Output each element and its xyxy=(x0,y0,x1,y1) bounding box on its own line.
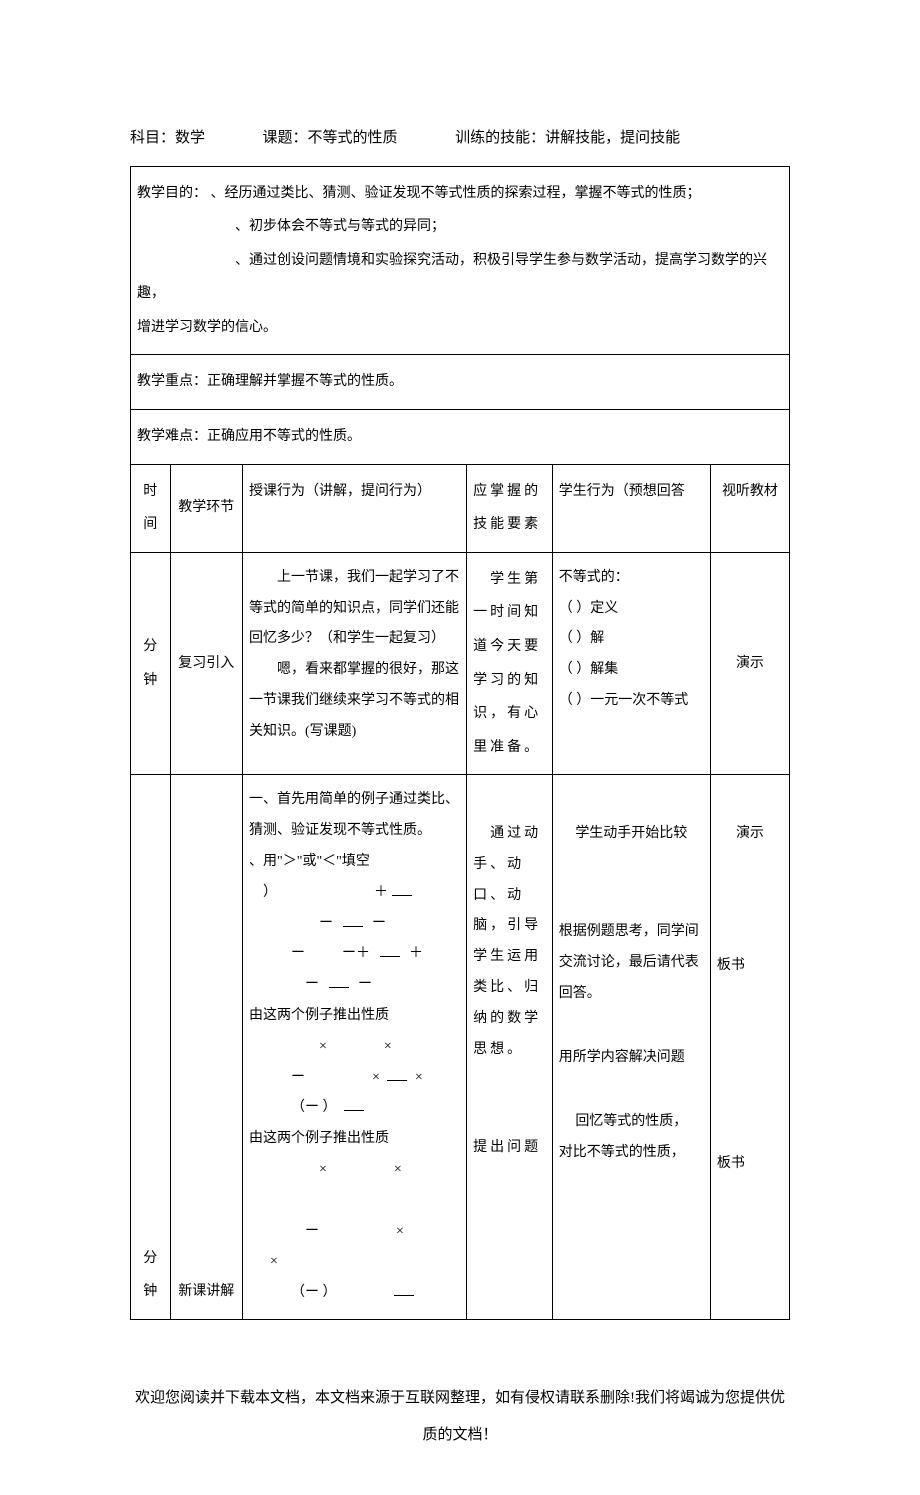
r2-tc: ） xyxy=(263,885,277,900)
objectives-line1: 、经历通过类比、猜测、验证发现不等式性质的探索过程，掌握不等式的性质； xyxy=(211,186,701,201)
r2-sta: 学生动手开始比较 xyxy=(559,819,704,850)
r2-tj: （ー ） xyxy=(291,1100,337,1115)
r2-mdb: 板书 xyxy=(717,951,783,982)
table-header-row: 时间 教学环节 授课行为（讲解，提问行为） 应掌握的技能要素 学生行为（预想回答… xyxy=(131,464,790,552)
objectives-line4: 增进学习数学的信心。 xyxy=(137,320,277,335)
r2-mdc: 板书 xyxy=(717,1149,783,1180)
objectives-line3: 、通过创设问题情境和实验探究活动，积极引导学生参与数学活动，提高学习数学的兴趣， xyxy=(137,253,767,302)
difficulty-label: 教学难点： xyxy=(137,429,207,444)
skill-label: 训练的技能： xyxy=(455,130,545,146)
review-row: 分 钟 复习引入 上一节课，我们一起学习了不等式的简单的知识点，同学们还能回忆多… xyxy=(131,552,790,775)
r2-stc: 用所学内容解决问题 xyxy=(559,1043,704,1074)
r2-tm2: × xyxy=(396,1224,404,1239)
r2-td: ー xyxy=(319,916,333,931)
r1-media: 演示 xyxy=(710,552,789,775)
r2-tk: 由这两个例子推出性质 xyxy=(249,1124,460,1155)
r1-sd: （ ）一元一次不等式 xyxy=(559,686,704,717)
objectives-row: 教学目的： 、经历通过类比、猜测、验证发现不等式性质的探索过程，掌握不等式的性质… xyxy=(131,166,790,355)
r2-tl: × xyxy=(319,1162,327,1177)
subject-label: 科目： xyxy=(130,130,175,146)
r2-tf: ー xyxy=(305,977,319,992)
th-student: 学生行为（预想回答 xyxy=(552,464,710,552)
r1-time2: 钟 xyxy=(143,673,157,688)
r2-stb: 根据例题思考，同学间交流讨论，最后请代表回答。 xyxy=(559,917,704,1009)
r2-ta: 一、首先用简单的例子通过类比、猜测、验证发现不等式性质。 xyxy=(249,785,460,847)
lesson-plan-table: 教学目的： 、经历通过类比、猜测、验证发现不等式性质的探索过程，掌握不等式的性质… xyxy=(130,166,790,1320)
r1-sa: （ ）定义 xyxy=(559,594,704,625)
r2-tf2: ー xyxy=(358,977,372,992)
r2-skb: 提出问题 xyxy=(473,1133,546,1164)
r2-std: 回忆等式的性质， xyxy=(559,1107,704,1138)
r2-time: 分钟 xyxy=(143,1251,157,1300)
r1-shead: 不等式的： xyxy=(559,563,704,594)
footer-text: 欢迎您阅读并下载本文档，本文档来源于互联网整理，如有侵权请联系删除!我们将竭诚为… xyxy=(130,1380,790,1455)
keypoint-label: 教学重点： xyxy=(137,374,207,389)
r2-tl2: × xyxy=(394,1162,402,1177)
r2-tn: × xyxy=(270,1254,278,1269)
r1-sc: （ ）解集 xyxy=(559,655,704,686)
r2-ska: 通过动手、动口、动脑，引导学生运用类比、归纳的数学思想。 xyxy=(473,819,546,1065)
r2-ti: ー xyxy=(291,1070,305,1085)
r2-te2: ー＋ xyxy=(342,946,370,961)
th-teach: 授课行为（讲解，提问行为） xyxy=(243,464,467,552)
th-phase: 教学环节 xyxy=(170,464,242,552)
subject-value: 数学 xyxy=(175,130,205,146)
header-line: 科目：数学 课题：不等式的性质 训练的技能：讲解技能，提问技能 xyxy=(130,120,790,158)
r2-th2: × xyxy=(384,1039,392,1054)
r2-te3: ＋ xyxy=(409,946,423,961)
objectives-label: 教学目的： xyxy=(137,186,207,201)
r1-time1: 分 xyxy=(143,639,157,654)
r2-to: （ー ） xyxy=(291,1285,337,1300)
r1-sb: （ ）解 xyxy=(559,624,704,655)
r2-ti3: × xyxy=(415,1070,423,1085)
difficulty-row: 教学难点：正确应用不等式的性质。 xyxy=(131,410,790,465)
topic-label: 课题： xyxy=(263,130,308,146)
r1-skill: 学生第一时间知道今天要学习的知识，有心里准备。 xyxy=(467,552,553,775)
r2-tb: 、用"＞"或"＜"填空 xyxy=(249,847,460,878)
r2-phase: 新课讲解 xyxy=(170,775,242,1320)
r1-teach1: 上一节课，我们一起学习了不等式的简单的知识点，同学们还能回忆多少？（和学生一起复… xyxy=(249,563,460,655)
th-time: 时间 xyxy=(131,464,171,552)
r2-te: ー xyxy=(291,946,305,961)
r2-ste: 对比不等式的性质， xyxy=(559,1138,704,1169)
r2-ti2: × xyxy=(372,1070,380,1085)
r1-teach2: 嗯，看来都掌握的很好，那这一节课我们继续来学习不等式的相关知识。(写课题) xyxy=(249,655,460,747)
th-skill: 应掌握的技能要素 xyxy=(467,464,553,552)
keypoint-text: 正确理解并掌握不等式的性质。 xyxy=(207,374,403,389)
r2-tg: 由这两个例子推出性质 xyxy=(249,1001,460,1032)
topic-value: 不等式的性质 xyxy=(308,130,398,146)
r2-th: × xyxy=(319,1039,327,1054)
skill-value: 讲解技能，提问技能 xyxy=(545,130,680,146)
r2-tm: ー xyxy=(305,1224,319,1239)
r1-phase: 复习引入 xyxy=(170,552,242,775)
difficulty-text: 正确应用不等式的性质。 xyxy=(207,429,361,444)
r2-tc2: ＋ xyxy=(374,885,388,900)
th-media: 视听教材 xyxy=(710,464,789,552)
keypoint-row: 教学重点：正确理解并掌握不等式的性质。 xyxy=(131,355,790,410)
objectives-line2: 、初步体会不等式与等式的异同； xyxy=(137,219,445,234)
newlesson-row: 分钟 新课讲解 一、首先用简单的例子通过类比、猜测、验证发现不等式性质。 、用"… xyxy=(131,775,790,1320)
r2-mda: 演示 xyxy=(717,819,783,850)
r2-td2: ー xyxy=(372,916,386,931)
